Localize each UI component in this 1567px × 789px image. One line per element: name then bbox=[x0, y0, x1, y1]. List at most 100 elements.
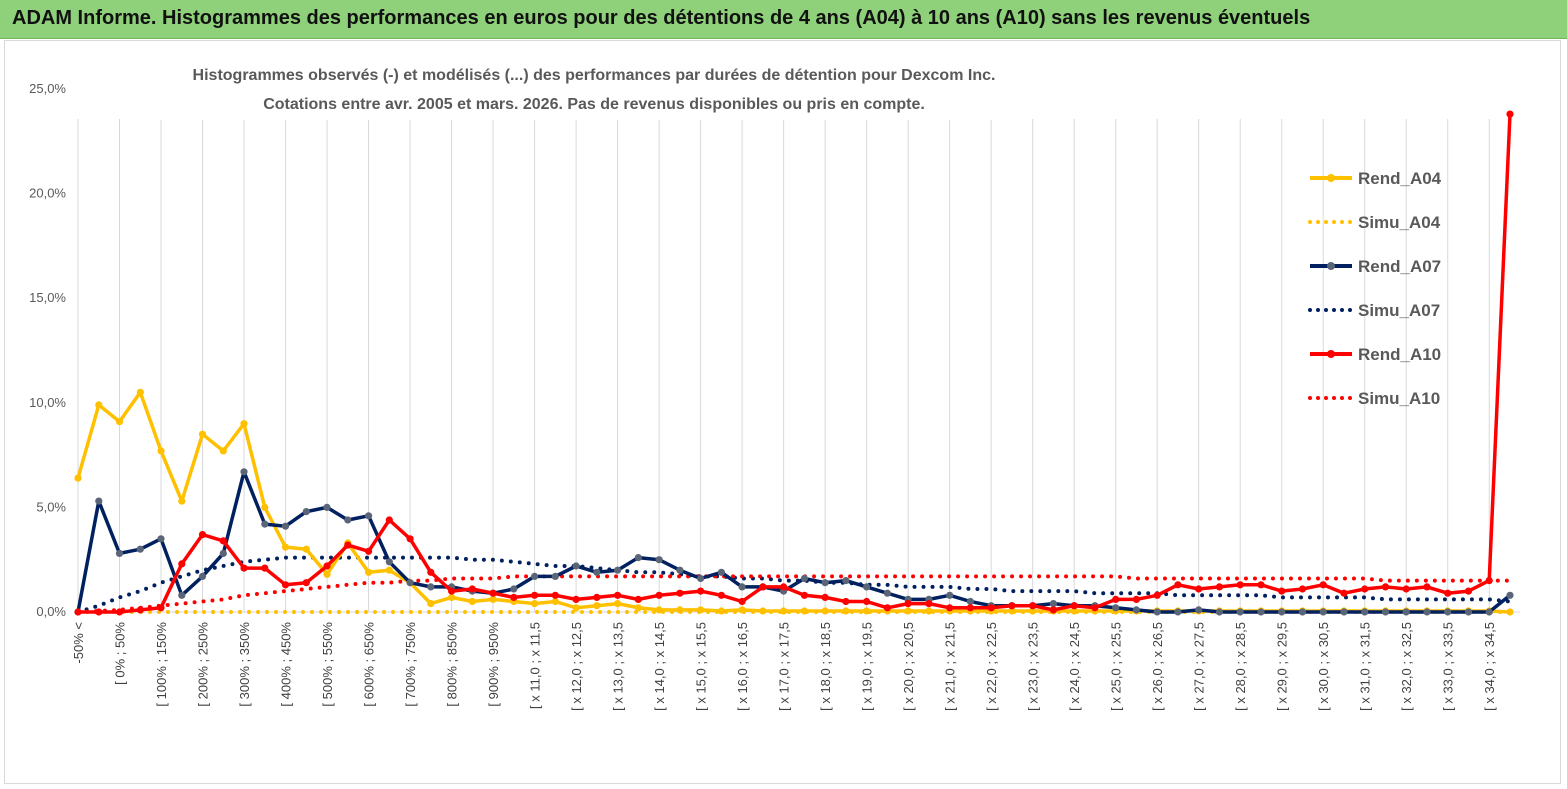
data-point bbox=[1485, 577, 1493, 585]
chart-title-line-1: Histogrammes observés (-) et modélisés (… bbox=[193, 67, 996, 84]
data-point bbox=[240, 420, 248, 428]
data-point bbox=[1174, 581, 1182, 589]
data-point bbox=[365, 547, 373, 555]
data-point bbox=[95, 608, 103, 616]
data-point bbox=[1319, 581, 1327, 589]
data-point bbox=[1361, 585, 1369, 593]
data-point bbox=[1236, 581, 1244, 589]
y-tick-label: 20,0% bbox=[29, 186, 66, 201]
data-point bbox=[136, 545, 144, 553]
data-point bbox=[614, 600, 622, 608]
y-axis-ticks: 0,0% 5,0% 10,0% 15,0% 20,0% 25,0% bbox=[29, 81, 66, 619]
data-point bbox=[198, 531, 207, 539]
x-tick-label: [ x 13,0 ; x 13,5 bbox=[611, 622, 626, 711]
data-point bbox=[883, 604, 892, 612]
x-tick-label: [ x 23,0 ; x 23,5 bbox=[1026, 622, 1041, 711]
legend-item-rend-a04: Rend_A04 bbox=[1310, 169, 1442, 188]
data-point bbox=[800, 607, 809, 615]
data-point bbox=[136, 606, 144, 614]
data-point bbox=[1423, 583, 1431, 591]
data-point bbox=[1257, 581, 1265, 589]
data-point bbox=[323, 503, 331, 511]
legend-item-rend-a10: Rend_A10 bbox=[1310, 345, 1441, 364]
x-tick-label: [ x 12,0 ; x 12,5 bbox=[569, 622, 584, 711]
series-line bbox=[76, 470, 1512, 614]
x-tick-label: [ x 32,0 ; x 32,5 bbox=[1399, 622, 1414, 711]
data-point bbox=[219, 537, 227, 545]
data-point bbox=[261, 564, 269, 572]
data-point bbox=[344, 516, 352, 524]
series-line bbox=[76, 574, 1512, 614]
data-point bbox=[489, 589, 497, 597]
legend-label: Rend_A04 bbox=[1358, 169, 1442, 188]
x-tick-label: [ 800% ; 850% bbox=[445, 622, 460, 707]
data-point bbox=[365, 512, 373, 520]
chart-title-line-2: Cotations entre avr. 2005 et mars. 2026.… bbox=[263, 96, 925, 113]
data-point bbox=[1029, 607, 1037, 615]
data-point bbox=[198, 430, 207, 438]
data-point bbox=[821, 607, 829, 615]
data-point bbox=[1381, 608, 1390, 616]
data-point bbox=[281, 543, 290, 551]
x-axis-ticks: -50% < [ 0% ; 50% [ 100% ; 150% [ 200% ; 25… bbox=[71, 622, 1497, 711]
data-point bbox=[925, 607, 933, 615]
data-point bbox=[1506, 110, 1514, 118]
data-point bbox=[1029, 602, 1037, 610]
x-tick-label: [ 100% ; 150% bbox=[154, 622, 169, 707]
data-point bbox=[406, 579, 414, 587]
x-tick-label: [ x 22,0 ; x 22,5 bbox=[984, 622, 999, 711]
data-point bbox=[1112, 595, 1120, 604]
data-point bbox=[1402, 608, 1410, 616]
data-point bbox=[385, 516, 393, 524]
data-point bbox=[863, 597, 871, 606]
legend-marker bbox=[1327, 174, 1335, 182]
x-tick-label: [ x 16,0 ; x 16,5 bbox=[735, 622, 750, 711]
chart-title-background bbox=[152, 58, 1030, 120]
data-point bbox=[1444, 589, 1452, 597]
data-point bbox=[697, 606, 705, 614]
data-point bbox=[1070, 602, 1078, 610]
data-point bbox=[1340, 608, 1348, 616]
data-point bbox=[593, 593, 601, 602]
x-tick-label: [ x 24,0 ; x 24,5 bbox=[1067, 622, 1082, 711]
x-tick-label: [ x 19,0 ; x 19,5 bbox=[860, 622, 875, 711]
data-point bbox=[240, 564, 248, 572]
data-point bbox=[344, 541, 352, 549]
data-point bbox=[281, 581, 290, 589]
x-tick-label: -50% < bbox=[71, 622, 86, 664]
data-point bbox=[987, 604, 995, 612]
data-point bbox=[697, 574, 705, 583]
data-point bbox=[531, 572, 539, 581]
x-tick-label: [ x 18,0 ; x 18,5 bbox=[818, 622, 833, 711]
data-point bbox=[904, 607, 912, 615]
data-point bbox=[1298, 585, 1307, 593]
data-point bbox=[676, 589, 684, 597]
data-point bbox=[1319, 608, 1327, 616]
data-point bbox=[551, 597, 559, 606]
x-tick-label: [ x 20,0 ; x 20,5 bbox=[901, 622, 916, 711]
x-tick-label: [ 700% ; 750% bbox=[403, 622, 418, 707]
data-point bbox=[655, 556, 663, 564]
data-point bbox=[738, 597, 746, 606]
data-point bbox=[1195, 585, 1203, 593]
x-tick-label: [ 200% ; 250% bbox=[196, 622, 211, 707]
data-point bbox=[157, 535, 165, 543]
legend-label: Simu_A04 bbox=[1358, 213, 1441, 232]
data-point bbox=[178, 591, 186, 599]
data-point bbox=[281, 522, 290, 530]
data-point bbox=[74, 474, 82, 482]
chart-frame bbox=[4, 40, 1561, 784]
grid-lines bbox=[77, 119, 1490, 612]
data-point bbox=[863, 607, 871, 615]
data-point bbox=[510, 585, 518, 593]
x-tick-label: [ x 26,0 ; x 26,5 bbox=[1150, 622, 1165, 711]
data-point bbox=[738, 606, 746, 614]
data-point bbox=[572, 595, 580, 604]
data-point bbox=[1298, 608, 1307, 616]
data-point bbox=[593, 602, 601, 610]
x-tick-label: [ 900% ; 950% bbox=[486, 622, 501, 707]
data-point bbox=[1444, 608, 1452, 616]
data-point bbox=[178, 497, 186, 505]
data-point bbox=[1340, 589, 1348, 597]
report-title: ADAM Informe. Histogrammes des performan… bbox=[12, 7, 1311, 29]
